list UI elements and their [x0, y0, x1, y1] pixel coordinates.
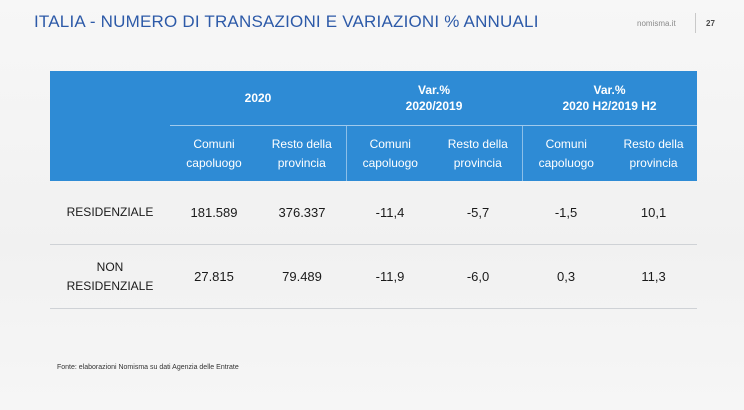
- subheader-line: capoluogo: [538, 155, 594, 170]
- group-header-var-h2: Var.% 2020 H2/2019 H2: [522, 71, 698, 126]
- subheader-line: Comuni: [193, 136, 235, 151]
- transactions-table: 2020 Var.% 2020/2019 Var.% 2020 H2/2019 …: [50, 71, 698, 309]
- row-label-line: RESIDENZIALE: [66, 278, 154, 293]
- row-label-line: NON: [96, 259, 124, 274]
- row-label-line: RESIDENZIALE: [66, 205, 154, 219]
- table-cell: 79.489: [258, 244, 347, 309]
- subheader-line: Resto della: [447, 136, 508, 151]
- group-header-2020: 2020: [170, 71, 347, 126]
- group-header-line-2: 2020 H2/2019 H2: [562, 99, 657, 113]
- table-cell: 0,3: [522, 244, 611, 309]
- page-number: 27: [706, 19, 715, 28]
- source-footnote: Fonte: elaborazioni Nomisma su dati Agen…: [57, 364, 239, 371]
- group-header-line-2: 2020/2019: [405, 99, 463, 113]
- table-cell: 11,3: [610, 244, 698, 309]
- group-header-line-1: Var.%: [593, 83, 626, 97]
- subheader-comuni-capoluogo: Comuni capoluogo: [521, 125, 611, 181]
- brand-label: nomisma.it: [637, 19, 676, 28]
- subheader-line: Resto della: [271, 136, 332, 151]
- table-cell: 27.815: [170, 244, 258, 309]
- table-cell: -6,0: [434, 244, 523, 309]
- subheader-corner: [50, 125, 170, 181]
- header-divider: [695, 13, 696, 33]
- subheader-line: Comuni: [545, 136, 587, 151]
- header-corner: [50, 71, 170, 126]
- subheader-resto-provincia: Resto della provincia: [258, 125, 347, 181]
- slide-title: ITALIA - NUMERO DI TRANSAZIONI E VARIAZI…: [34, 12, 539, 31]
- group-header-2020-line: 2020: [244, 91, 272, 105]
- table-cell: -1,5: [522, 181, 611, 245]
- subheader-comuni-capoluogo: Comuni capoluogo: [345, 125, 435, 181]
- table-row-residenziale: RESIDENZIALE 181.589 376.337 -11,4 -5,7 …: [50, 181, 698, 245]
- subheader-comuni-capoluogo: Comuni capoluogo: [170, 125, 258, 181]
- subheader-line: capoluogo: [186, 155, 242, 170]
- table-cell: 10,1: [610, 181, 698, 245]
- subheader-line: provincia: [453, 155, 502, 170]
- table-cell: -11,4: [346, 181, 435, 245]
- subheader-line: Comuni: [369, 136, 411, 151]
- row-label: NON RESIDENZIALE: [50, 244, 170, 309]
- subheader-resto-provincia: Resto della provincia: [610, 125, 698, 181]
- table-cell: 376.337: [258, 181, 347, 245]
- subheader-line: provincia: [277, 155, 326, 170]
- group-header-var-2020-2019: Var.% 2020/2019: [346, 71, 523, 126]
- table-row-non-residenziale: NON RESIDENZIALE 27.815 79.489 -11,9 -6,…: [50, 244, 698, 309]
- table-cell: -11,9: [346, 244, 435, 309]
- subheader-line: provincia: [629, 155, 678, 170]
- row-label: RESIDENZIALE: [50, 181, 170, 245]
- group-header-line-1: Var.%: [418, 83, 451, 97]
- subheader-line: Resto della: [623, 136, 684, 151]
- subheader-resto-provincia: Resto della provincia: [434, 125, 523, 181]
- table-cell: 181.589: [170, 181, 258, 245]
- subheader-line: capoluogo: [362, 155, 418, 170]
- table-cell: -5,7: [434, 181, 523, 245]
